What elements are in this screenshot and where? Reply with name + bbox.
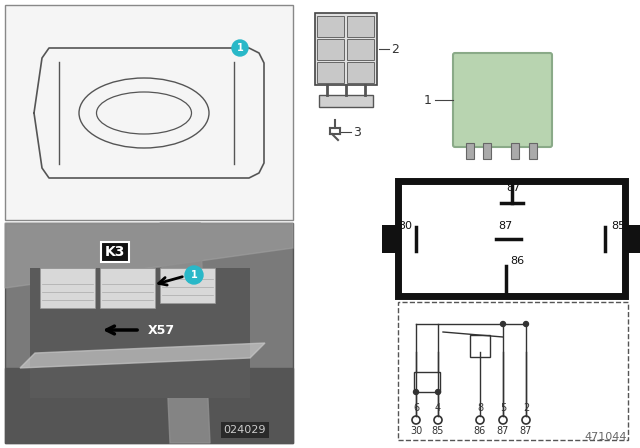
- Text: 86: 86: [510, 256, 524, 266]
- Text: 024029: 024029: [224, 425, 266, 435]
- Bar: [382, 225, 400, 253]
- Text: 8: 8: [477, 403, 483, 413]
- Bar: [347, 39, 374, 60]
- Circle shape: [435, 389, 440, 395]
- Text: 6: 6: [413, 403, 419, 413]
- Polygon shape: [5, 223, 293, 288]
- Text: 2: 2: [523, 403, 529, 413]
- Text: 30: 30: [398, 221, 412, 231]
- Polygon shape: [20, 343, 265, 368]
- Text: 5: 5: [500, 403, 506, 413]
- Text: 85: 85: [611, 221, 625, 231]
- Text: 85: 85: [432, 426, 444, 436]
- Bar: [511, 143, 519, 159]
- Bar: [466, 143, 474, 159]
- Bar: [347, 62, 374, 83]
- Text: 86: 86: [474, 426, 486, 436]
- Circle shape: [185, 266, 203, 284]
- Bar: [40, 268, 95, 308]
- Text: 1: 1: [424, 94, 432, 107]
- Bar: [347, 16, 374, 37]
- Bar: [100, 268, 155, 308]
- Bar: [470, 335, 490, 357]
- Bar: [317, 39, 344, 60]
- Circle shape: [413, 389, 419, 395]
- Bar: [623, 225, 640, 253]
- Bar: [160, 268, 215, 303]
- Circle shape: [524, 322, 529, 327]
- Text: 2: 2: [391, 43, 399, 56]
- Circle shape: [500, 322, 506, 327]
- Text: 87: 87: [498, 221, 512, 231]
- Bar: [317, 16, 344, 37]
- Bar: [398, 181, 625, 296]
- Polygon shape: [160, 223, 210, 443]
- Bar: [315, 13, 377, 85]
- Bar: [317, 62, 344, 83]
- Bar: [30, 268, 250, 398]
- Text: 1: 1: [191, 270, 197, 280]
- Text: 1: 1: [237, 43, 243, 53]
- Bar: [529, 143, 537, 159]
- Bar: [398, 302, 628, 440]
- Bar: [5, 5, 293, 220]
- Text: 87: 87: [506, 183, 520, 193]
- Bar: [483, 143, 491, 159]
- Text: X57: X57: [148, 323, 175, 336]
- Bar: [5, 223, 293, 443]
- Circle shape: [232, 40, 248, 56]
- Text: 4: 4: [435, 403, 441, 413]
- Text: 471044: 471044: [584, 432, 627, 442]
- FancyBboxPatch shape: [453, 53, 552, 147]
- Bar: [319, 95, 373, 107]
- Bar: [414, 372, 440, 392]
- Polygon shape: [5, 368, 293, 443]
- Text: 87: 87: [520, 426, 532, 436]
- Text: K3: K3: [105, 245, 125, 259]
- Text: 3: 3: [353, 125, 361, 138]
- Text: 30: 30: [410, 426, 422, 436]
- Text: 87: 87: [497, 426, 509, 436]
